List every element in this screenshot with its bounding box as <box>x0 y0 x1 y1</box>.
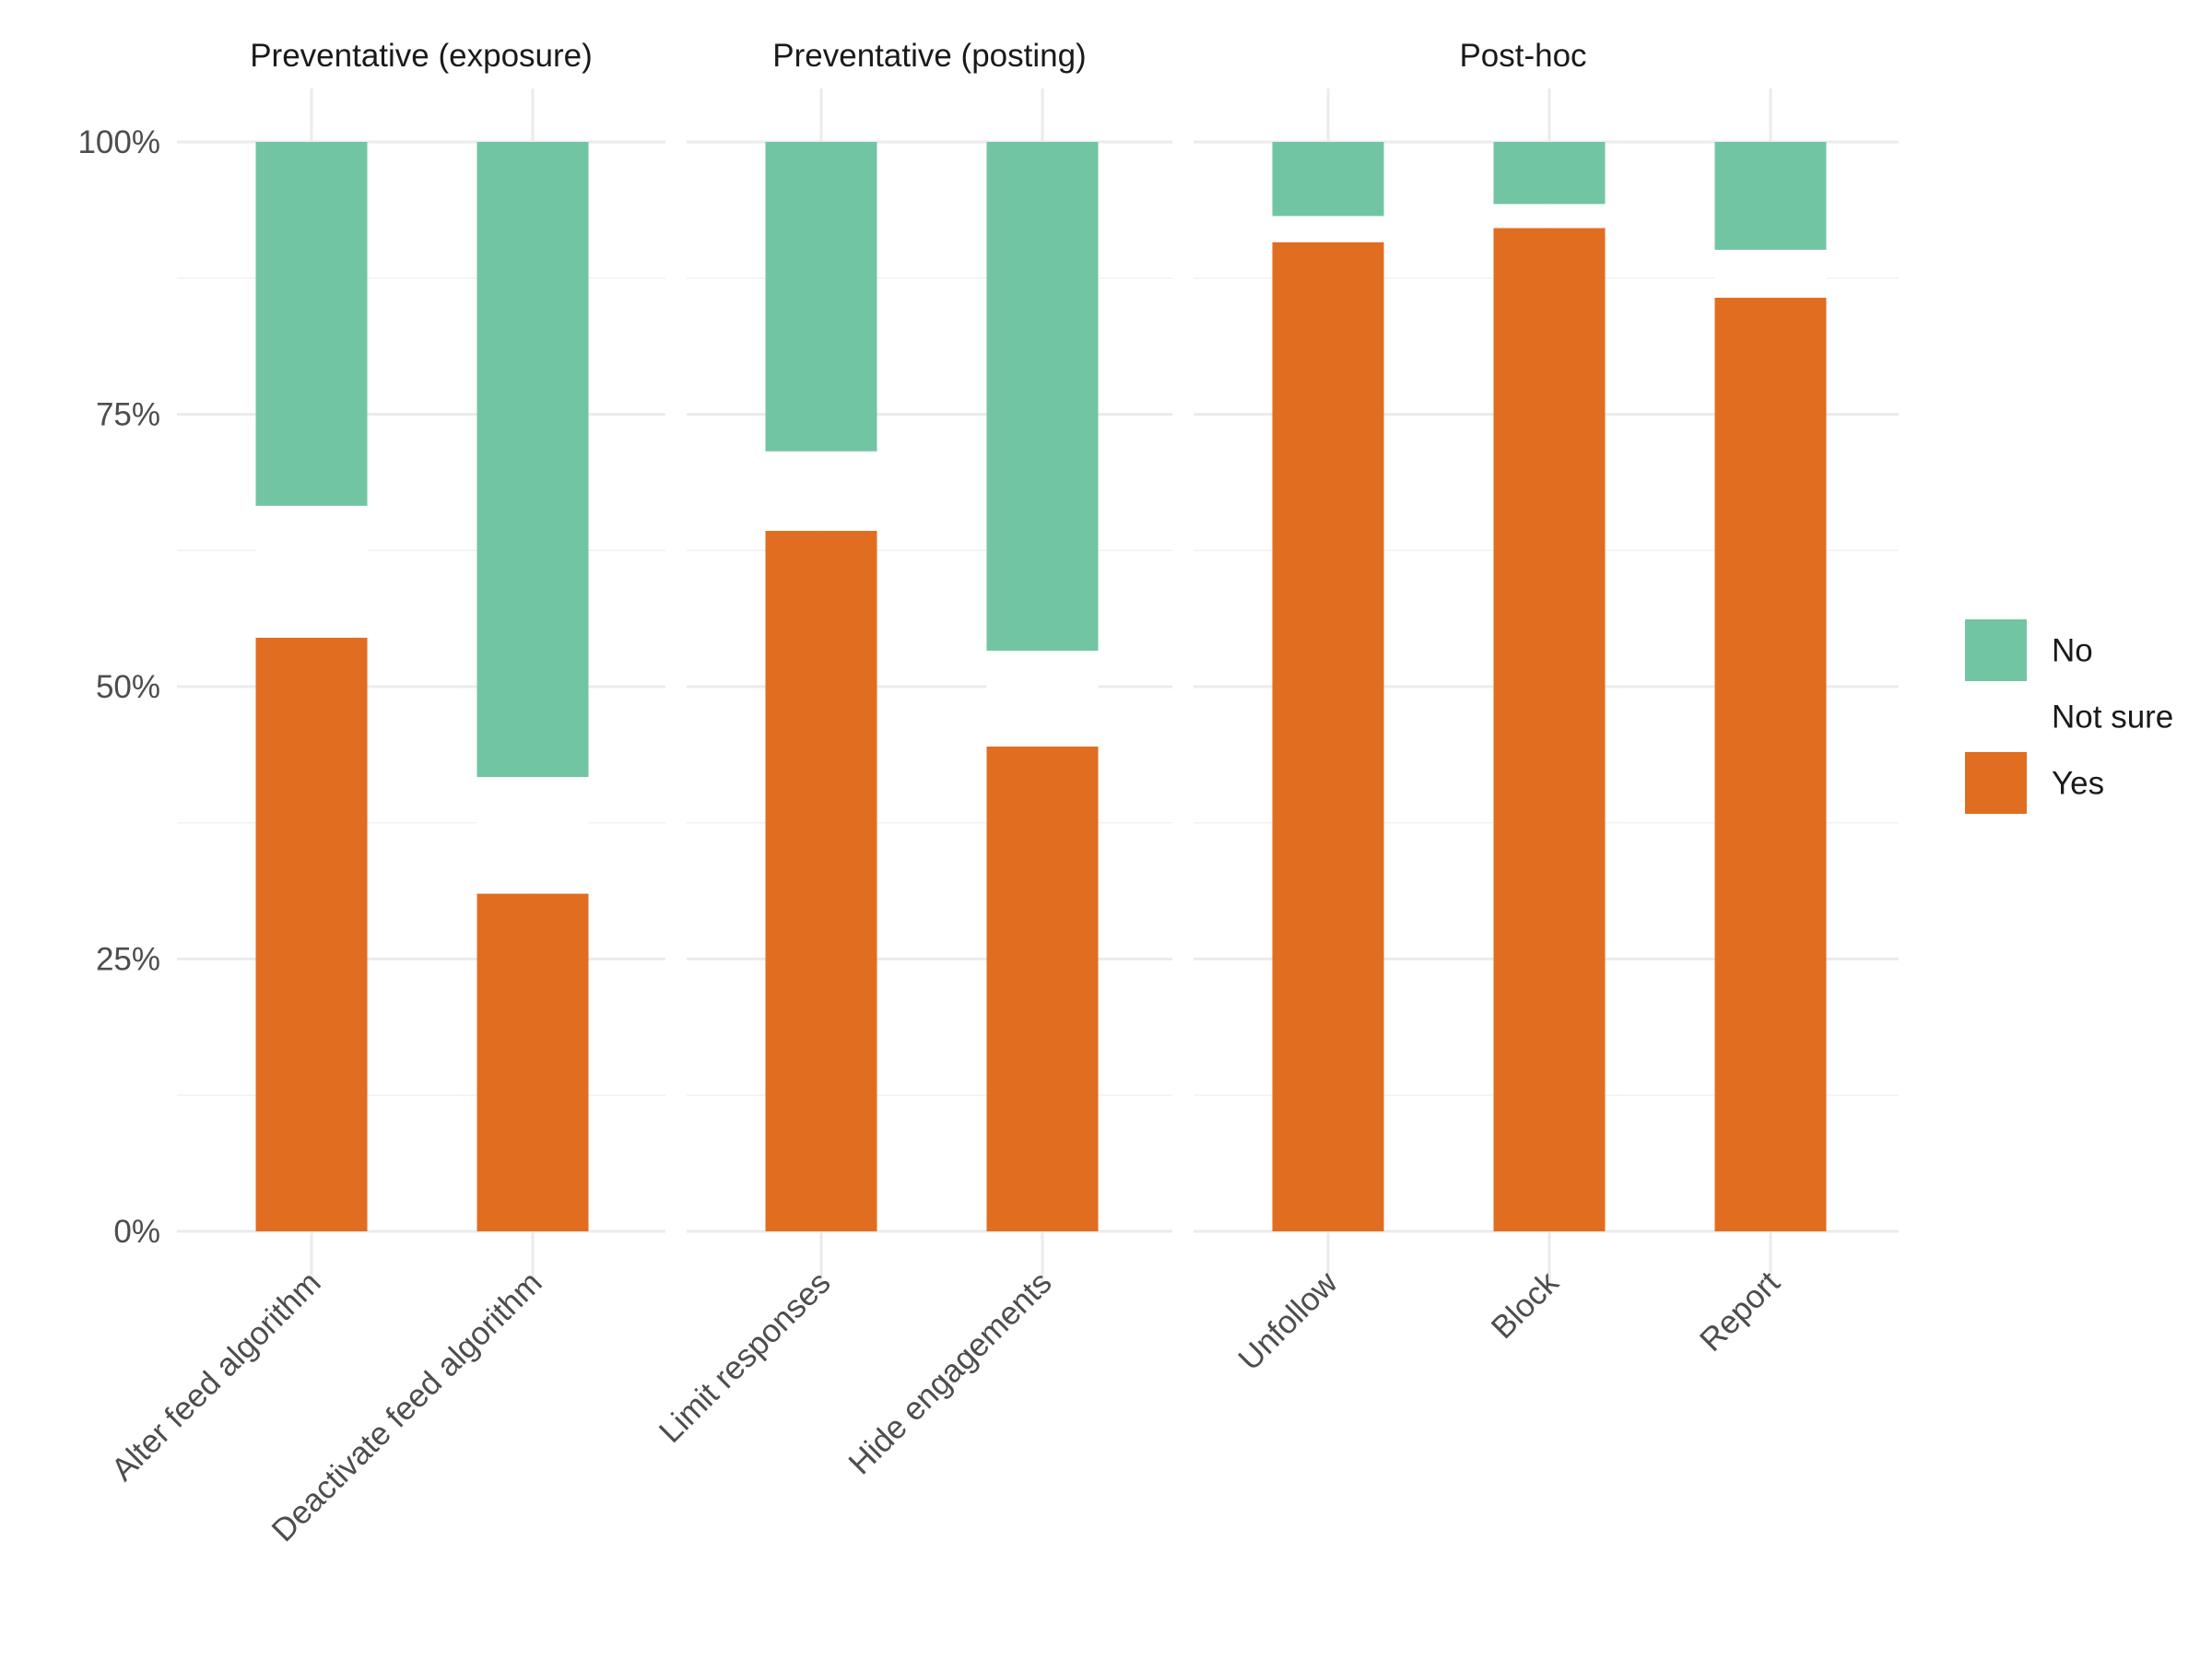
y-tick-label: 75% <box>96 397 160 433</box>
bar-not-sure-unfollow <box>1272 216 1384 242</box>
y-tick-label: 0% <box>113 1214 160 1250</box>
x-tick-label: Limit responses <box>653 1265 838 1450</box>
facet-preventative-posting: Preventative (posting) Limit responses Hid… <box>653 38 1172 1481</box>
x-tick-label: Hide engagements <box>841 1265 1058 1481</box>
bar-yes-alter-feed-algorithm <box>255 637 368 1231</box>
legend-label-yes: Yes <box>2052 766 2104 802</box>
bar-no-hide-engagements <box>986 142 1099 651</box>
bar-yes-hide-engagements <box>986 747 1099 1231</box>
x-tick-label: Block <box>1485 1265 1566 1346</box>
x-tick-label: Alter feed algorithm <box>104 1265 327 1488</box>
bar-no-report <box>1714 142 1827 251</box>
y-tick-label: 50% <box>96 669 160 705</box>
bar-yes-block <box>1493 228 1606 1231</box>
bar-not-sure-block <box>1493 204 1606 229</box>
bar-no-block <box>1493 142 1606 205</box>
x-tick-label: Unfollow <box>1231 1265 1345 1378</box>
bar-not-sure-limit-responses <box>765 451 877 531</box>
bar-yes-unfollow <box>1272 241 1384 1231</box>
y-tick-label: 100% <box>77 124 160 160</box>
legend-key-not-sure <box>1965 686 2027 747</box>
bar-no-deactivate-feed-algorithm <box>477 142 589 778</box>
bar-yes-deactivate-feed-algorithm <box>477 893 589 1231</box>
bar-yes-limit-responses <box>765 530 877 1231</box>
bar-yes-report <box>1714 298 1827 1231</box>
bar-not-sure-hide-engagements <box>986 650 1099 747</box>
bar-no-limit-responses <box>765 142 877 452</box>
y-tick-label: 25% <box>96 942 160 978</box>
facet-title: Post-hoc <box>1459 38 1586 74</box>
legend: No Not sure Yes <box>1965 619 2173 814</box>
bar-not-sure-deactivate-feed-algorithm <box>477 777 589 894</box>
legend-key-yes <box>1965 752 2027 814</box>
y-axis: 0% 25% 50% 75% 100% <box>77 124 160 1250</box>
facet-post-hoc: Post-hoc Unfollow Block Report <box>1194 38 1899 1378</box>
x-tick-label: Report <box>1693 1265 1787 1359</box>
facet-title: Preventative (exposure) <box>250 38 593 74</box>
bar-not-sure-alter-feed-algorithm <box>255 505 368 638</box>
facet-panels: Preventative (exposure) Alter feed algori… <box>104 38 1899 1548</box>
facet-title: Preventative (posting) <box>772 38 1086 74</box>
bar-no-unfollow <box>1272 142 1384 217</box>
legend-label-not-sure: Not sure <box>2052 700 2173 735</box>
bar-not-sure-report <box>1714 250 1827 299</box>
legend-label-no: No <box>2052 633 2093 669</box>
facet-preventative-exposure: Preventative (exposure) Alter feed algori… <box>104 38 665 1548</box>
legend-key-no <box>1965 619 2027 681</box>
bar-no-alter-feed-algorithm <box>255 142 368 506</box>
